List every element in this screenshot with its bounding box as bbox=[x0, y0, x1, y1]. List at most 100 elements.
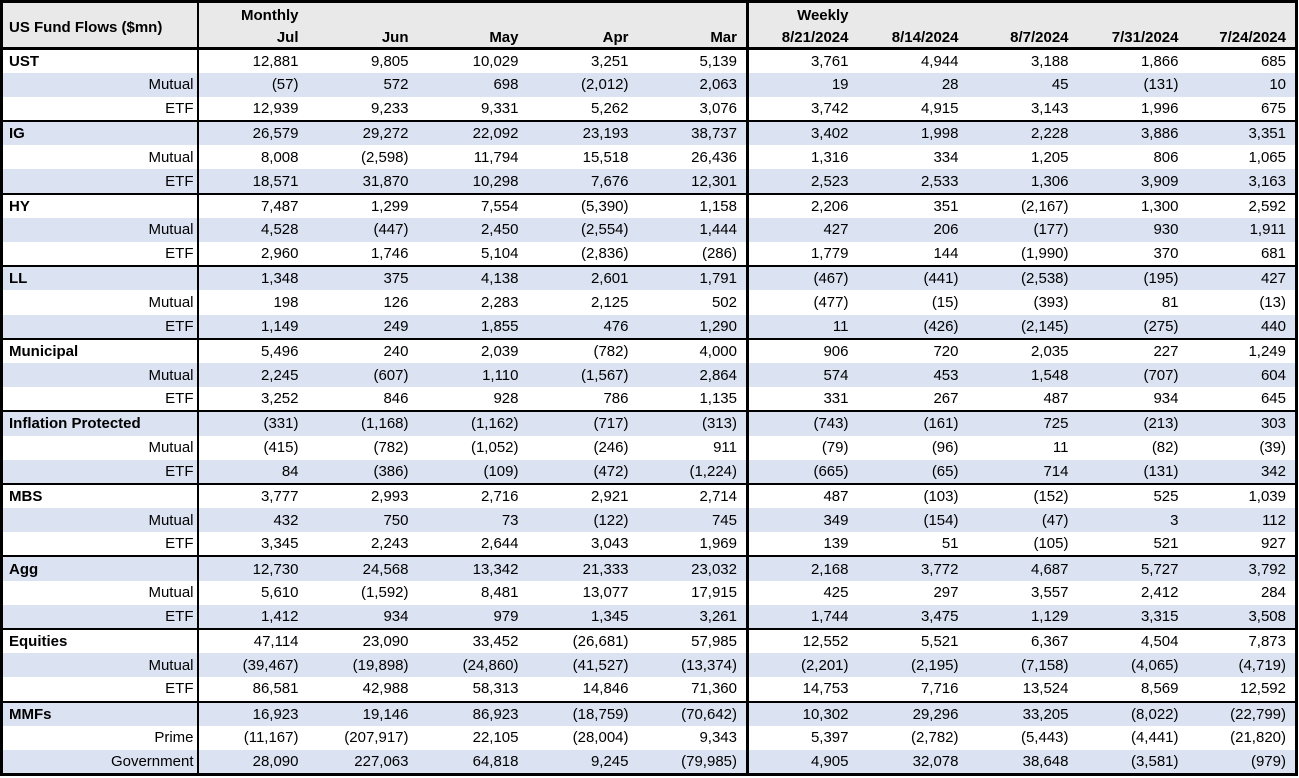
table-row: Equities 47,114 23,090 33,452 (26,681) 57,985… bbox=[1, 627, 1297, 654]
table-row: ETF 3,252 846 928 786 1,135 331 267 487 934 645 bbox=[1, 387, 1297, 412]
weekly-value-cell: 2,035 bbox=[967, 337, 1078, 363]
weekly-value-cell: (275) bbox=[1077, 314, 1188, 339]
header-spacer bbox=[527, 1, 638, 28]
weekly-value-cell: 4,905 bbox=[747, 749, 858, 775]
weekly-value-cell: 3,188 bbox=[1030, 52, 1069, 70]
weekly-value-cell: 33,205 bbox=[967, 700, 1078, 726]
monthly-value-cell: 2,714 bbox=[637, 482, 749, 509]
monthly-value-cell: 928 bbox=[493, 390, 519, 408]
monthly-value-cell: 572 bbox=[307, 72, 418, 97]
weekly-value-cell: 521 bbox=[1153, 535, 1179, 553]
monthly-value-cell: 2,283 bbox=[480, 293, 519, 311]
weekly-value-cell: 13,524 bbox=[1022, 680, 1069, 698]
weekly-value-cell: 1,911 bbox=[1187, 217, 1297, 242]
monthly-value-cell: (109) bbox=[417, 459, 528, 484]
monthly-value-cell: 1,149 bbox=[197, 314, 308, 339]
table-row: Mutual 8,008 (2,598) 11,794 15,518 26,436 1,31… bbox=[1, 145, 1297, 170]
weekly-value-cell: (7,158) bbox=[967, 653, 1078, 678]
monthly-value-cell: 15,518 bbox=[582, 148, 629, 166]
sub-row-label: Mutual bbox=[1, 72, 199, 97]
monthly-value-cell: 786 bbox=[603, 390, 629, 408]
table-row: Agg 12,730 24,568 13,342 21,333 23,032 2,168 3,… bbox=[1, 555, 1297, 581]
table-row: ETF 12,939 9,233 9,331 5,262 3,076 3,742 4,915 3… bbox=[1, 96, 1297, 122]
weekly-column-header: 8/7/2024 bbox=[967, 27, 1078, 49]
weekly-value-cell: 6,367 bbox=[967, 627, 1078, 654]
weekly-value-cell: (154) bbox=[857, 508, 968, 533]
weekly-value-cell: (4,441) bbox=[1130, 729, 1179, 747]
weekly-column-header: 8/21/2024 bbox=[747, 27, 858, 49]
weekly-value-cell: 3,886 bbox=[1077, 120, 1188, 146]
monthly-value-cell: 14,846 bbox=[582, 680, 629, 698]
weekly-value-cell: (467) bbox=[747, 265, 858, 291]
group-label: HY bbox=[1, 192, 199, 218]
monthly-value-cell: (415) bbox=[263, 439, 299, 457]
weekly-value-cell: 1,300 bbox=[1077, 192, 1188, 218]
column-header-row: Jul Jun May Apr Mar 8/21/2024 8/14/2024 8/7/202… bbox=[2, 27, 1297, 49]
header-spacer bbox=[417, 1, 528, 28]
weekly-value-cell: 934 bbox=[1153, 390, 1179, 408]
header-spacer bbox=[967, 1, 1078, 28]
monthly-value-cell: 10,029 bbox=[472, 52, 519, 70]
weekly-value-cell: 720 bbox=[857, 337, 968, 363]
weekly-value-cell: (979) bbox=[1187, 749, 1297, 775]
weekly-value-cell: 3,508 bbox=[1187, 604, 1297, 629]
sub-row-label: Mutual bbox=[1, 145, 199, 170]
weekly-value-cell: 2,523 bbox=[747, 169, 858, 194]
weekly-value-cell: 3,351 bbox=[1187, 120, 1297, 146]
monthly-value-cell: (782) bbox=[527, 337, 638, 363]
monthly-value-cell: 26,579 bbox=[197, 120, 308, 146]
table-row: ETF 1,412 934 979 1,345 3,261 1,744 3,475 1,129 3… bbox=[1, 604, 1297, 629]
monthly-value-cell: (1,052) bbox=[470, 439, 519, 457]
monthly-value-cell: (1,162) bbox=[417, 410, 528, 436]
monthly-value-cell: 979 bbox=[417, 604, 528, 629]
weekly-value-cell: 714 bbox=[967, 459, 1078, 484]
monthly-value-cell: (2,012) bbox=[527, 72, 638, 97]
group-label: Inflation Protected bbox=[1, 410, 199, 436]
monthly-value-cell: 3,251 bbox=[590, 52, 629, 70]
weekly-value-cell: (2,201) bbox=[747, 653, 858, 678]
monthly-value-cell: (19,898) bbox=[307, 653, 418, 678]
monthly-value-cell: 57,985 bbox=[637, 627, 749, 654]
monthly-value-cell: 934 bbox=[307, 604, 418, 629]
weekly-value-cell: 1,744 bbox=[747, 604, 858, 629]
weekly-column-header: 7/24/2024 bbox=[1187, 27, 1297, 49]
table-row: IG 26,579 29,272 22,092 23,193 38,737 3,402 1,9… bbox=[1, 120, 1297, 146]
weekly-value-cell: 297 bbox=[933, 584, 959, 602]
monthly-value-cell: 22,092 bbox=[417, 120, 528, 146]
weekly-value-cell: (39) bbox=[1259, 439, 1286, 457]
monthly-value-cell: 12,939 bbox=[252, 99, 299, 117]
monthly-value-cell: 240 bbox=[307, 337, 418, 363]
weekly-value-cell: 574 bbox=[747, 362, 858, 388]
weekly-value-cell: 3,761 bbox=[810, 52, 849, 70]
table-row: Mutual 432 750 73 (122) 745 349 (154) (47) 3 112 bbox=[1, 508, 1297, 533]
weekly-value-cell: (4,065) bbox=[1077, 653, 1188, 678]
monthly-value-cell: 2,243 bbox=[370, 535, 409, 553]
group-label: UST bbox=[1, 48, 199, 73]
monthly-value-cell: 2,921 bbox=[527, 482, 638, 509]
weekly-value-cell: 29,296 bbox=[857, 700, 968, 726]
monthly-value-cell: (2,598) bbox=[360, 148, 409, 166]
weekly-value-cell: 3,402 bbox=[747, 120, 858, 146]
monthly-value-cell: (386) bbox=[307, 459, 418, 484]
monthly-value-cell: (28,004) bbox=[572, 729, 629, 747]
weekly-value-cell: (441) bbox=[857, 265, 968, 291]
weekly-value-cell: 4,687 bbox=[967, 555, 1078, 581]
weekly-value-cell: 112 bbox=[1187, 508, 1297, 533]
monthly-value-cell: 227,063 bbox=[307, 749, 418, 775]
group-label: LL bbox=[1, 265, 199, 291]
weekly-value-cell: 45 bbox=[967, 72, 1078, 97]
weekly-value-cell: 5,521 bbox=[857, 627, 968, 654]
monthly-column-header: Jul bbox=[197, 27, 308, 49]
weekly-value-cell: (8,022) bbox=[1077, 700, 1188, 726]
weekly-value-cell: 3,792 bbox=[1187, 555, 1297, 581]
group-label: MBS bbox=[1, 482, 199, 509]
weekly-value-cell: 1,065 bbox=[1248, 148, 1286, 166]
weekly-column-header: 8/14/2024 bbox=[857, 27, 968, 49]
monthly-value-cell: 38,737 bbox=[637, 120, 749, 146]
monthly-value-cell: 10,298 bbox=[417, 169, 528, 194]
monthly-value-cell: 3,076 bbox=[637, 96, 749, 122]
table-row: Mutual (415) (782) (1,052) (246) 911 (79) (96) 1… bbox=[1, 435, 1297, 460]
weekly-value-cell: 681 bbox=[1260, 245, 1286, 263]
table-row: Inflation Protected (331) (1,168) (1,162) (7… bbox=[1, 410, 1297, 436]
monthly-value-cell: 17,915 bbox=[637, 580, 749, 605]
